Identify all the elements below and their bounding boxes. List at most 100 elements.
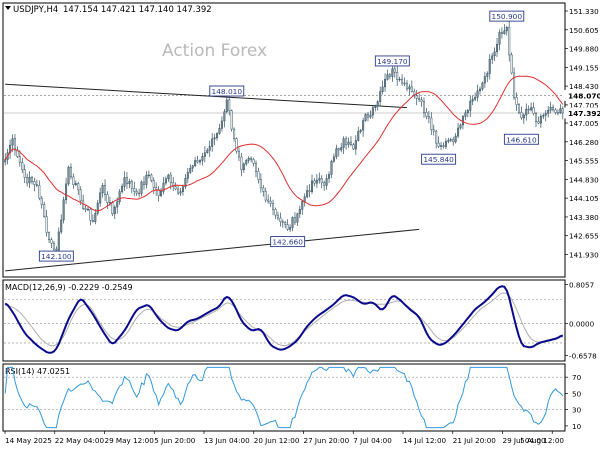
candle bbox=[45, 210, 48, 237]
candle bbox=[301, 200, 304, 215]
candle-body bbox=[369, 114, 372, 118]
candle bbox=[513, 67, 516, 100]
candle-body bbox=[162, 182, 165, 192]
candle bbox=[79, 186, 82, 206]
candle-body bbox=[28, 176, 31, 184]
candle bbox=[420, 96, 423, 107]
price-tick-label: 147.705 bbox=[569, 101, 599, 110]
candle bbox=[542, 113, 545, 120]
candle-body bbox=[279, 217, 282, 222]
candle-body bbox=[534, 113, 538, 122]
candle bbox=[342, 136, 345, 154]
candle-body bbox=[208, 146, 211, 151]
candle-body bbox=[167, 174, 170, 180]
ohlc-values: 147.154 147.421 147.140 147.392 bbox=[63, 5, 212, 15]
candle bbox=[189, 164, 192, 174]
candle-body bbox=[508, 27, 511, 56]
candle bbox=[486, 71, 489, 83]
candle-body bbox=[437, 142, 440, 147]
candle-body bbox=[537, 121, 540, 124]
rsi-tick-label: 50 bbox=[572, 389, 582, 398]
candle-body bbox=[225, 99, 228, 112]
candle bbox=[396, 65, 399, 86]
candle bbox=[186, 168, 189, 184]
candle bbox=[269, 196, 272, 207]
candle bbox=[167, 173, 170, 182]
candle-body bbox=[398, 78, 401, 81]
candle bbox=[150, 173, 153, 183]
trendline bbox=[5, 83, 407, 109]
candle bbox=[77, 182, 80, 196]
candle-body bbox=[250, 157, 253, 160]
candle bbox=[99, 187, 102, 207]
candle bbox=[488, 54, 491, 80]
price-annotations: 142.100 148.010 142.660 149.170 145.840 150.9… bbox=[38, 10, 539, 262]
price-levels bbox=[4, 95, 564, 114]
candle-body bbox=[293, 217, 296, 223]
candle-body bbox=[352, 144, 355, 150]
candle-body bbox=[401, 78, 404, 84]
candle bbox=[364, 113, 367, 122]
candle-body bbox=[164, 178, 167, 184]
candle-body bbox=[242, 163, 245, 171]
candle-body bbox=[476, 90, 479, 98]
candle-body bbox=[57, 231, 60, 251]
candle-body bbox=[303, 196, 306, 202]
candle-body bbox=[181, 186, 184, 192]
candle bbox=[447, 137, 450, 144]
candle bbox=[203, 146, 206, 163]
candle-body bbox=[211, 138, 214, 147]
candle bbox=[381, 80, 384, 95]
candle bbox=[549, 101, 552, 114]
candle bbox=[216, 132, 219, 141]
candle-body bbox=[274, 209, 277, 216]
candle-body bbox=[45, 216, 48, 233]
candle-body bbox=[116, 201, 119, 208]
candle-body bbox=[320, 178, 323, 184]
swing-label-text: 142.660 bbox=[272, 238, 303, 247]
candle bbox=[357, 126, 360, 142]
candle-body bbox=[354, 140, 357, 150]
candle-body bbox=[91, 220, 94, 222]
candle bbox=[206, 148, 209, 154]
candle bbox=[43, 201, 46, 218]
candle-body bbox=[505, 27, 508, 32]
candle bbox=[28, 171, 31, 189]
candle bbox=[267, 194, 270, 204]
candle bbox=[444, 138, 447, 150]
rsi-panel-frame bbox=[2, 363, 566, 432]
candle bbox=[245, 158, 248, 166]
candle bbox=[432, 124, 435, 136]
candle bbox=[35, 179, 38, 188]
candle bbox=[352, 142, 355, 151]
candle bbox=[142, 176, 146, 190]
candle bbox=[527, 105, 530, 115]
candle-body bbox=[527, 108, 530, 111]
candle bbox=[128, 178, 131, 189]
candle-body bbox=[233, 128, 236, 139]
candle bbox=[237, 147, 240, 162]
price-tick-label: 149.880 bbox=[569, 45, 599, 54]
candle-body bbox=[374, 105, 377, 108]
candle bbox=[133, 181, 136, 196]
candle bbox=[469, 95, 472, 117]
candle bbox=[452, 136, 455, 146]
candle bbox=[401, 74, 404, 86]
candle-body bbox=[391, 68, 394, 77]
candle-body bbox=[345, 138, 348, 145]
dropdown-triangle-icon[interactable] bbox=[5, 6, 11, 10]
candle bbox=[559, 104, 562, 114]
candle-body bbox=[240, 156, 243, 171]
candle-body bbox=[496, 43, 499, 53]
candle bbox=[508, 20, 511, 62]
candle bbox=[276, 211, 279, 221]
swing-label-box bbox=[421, 153, 457, 165]
candle bbox=[442, 142, 445, 149]
candle-body bbox=[286, 224, 289, 230]
candle-body bbox=[532, 107, 535, 114]
candle bbox=[376, 100, 379, 111]
rsi-tick-label: 10 bbox=[572, 422, 582, 431]
candle-body bbox=[466, 110, 469, 114]
price-tick-label: 148.430 bbox=[569, 82, 599, 91]
price-tick-label: 146.280 bbox=[569, 138, 599, 147]
